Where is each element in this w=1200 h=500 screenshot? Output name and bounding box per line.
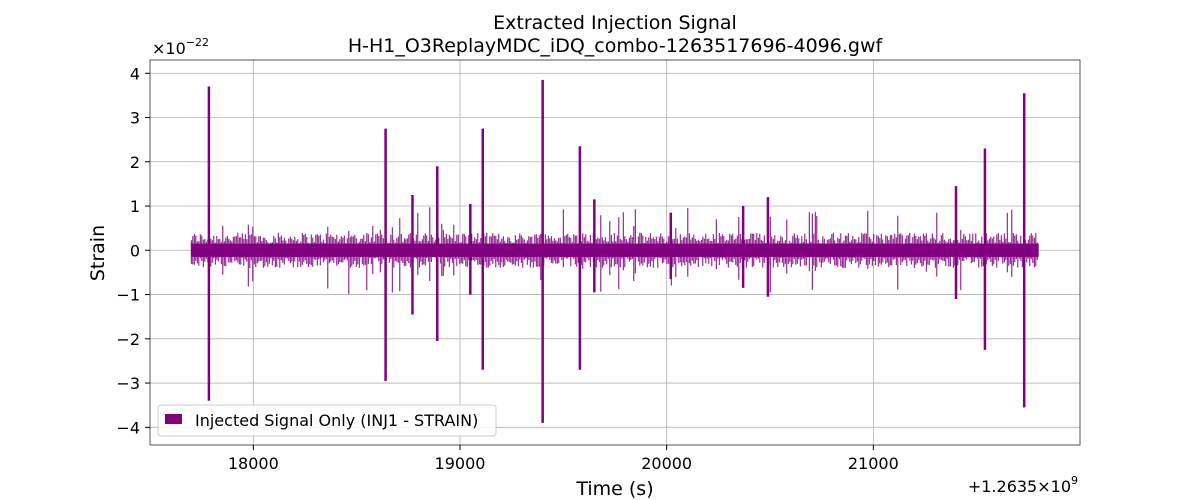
x-axis-ticks: 18000 19000 20000 21000	[228, 445, 899, 473]
noise-trace	[190, 207, 1038, 294]
x-offset-label: +1.2635×109	[968, 474, 1078, 496]
x-offset-exponent: 9	[1071, 474, 1078, 487]
legend-label: Injected Signal Only (INJ1 - STRAIN)	[195, 411, 478, 430]
x-axis-label: Time (s)	[575, 478, 653, 500]
y-scale-label: ×10−22	[152, 36, 209, 58]
x-tick-label: 19000	[435, 454, 486, 473]
y-tick-label: 0	[130, 241, 140, 260]
y-tick-label: −2	[116, 330, 140, 349]
signal-series	[190, 79, 1039, 423]
plot-border	[149, 59, 1081, 446]
y-tick-label: 3	[130, 109, 140, 128]
x-tick-label: 18000	[228, 454, 279, 473]
y-tick-label: −4	[116, 418, 140, 437]
legend-swatch	[165, 414, 182, 424]
chart-title: Extracted Injection Signal	[493, 12, 737, 34]
x-tick-label: 21000	[848, 454, 899, 473]
chart-subtitle: H-H1_O3ReplayMDC_iDQ_combo-1263517696-40…	[348, 35, 884, 57]
legend: Injected Signal Only (INJ1 - STRAIN)	[157, 404, 497, 437]
y-tick-label: −1	[116, 286, 140, 305]
y-tick-label: 1	[130, 197, 140, 216]
x-tick-label: 20000	[641, 454, 692, 473]
legend-box	[157, 404, 497, 437]
y-scale-base: ×10	[152, 39, 186, 58]
y-axis-ticks: −4 −3 −2 −1 0 1 2 3 4	[116, 64, 150, 437]
y-scale-exponent: −22	[186, 36, 209, 49]
y-tick-label: −3	[116, 374, 140, 393]
y-axis-label: Strain	[87, 225, 109, 281]
plot-area	[149, 59, 1081, 446]
y-tick-label: 4	[130, 64, 140, 83]
y-tick-label: 2	[130, 153, 140, 172]
x-offset-base: +1.2635×10	[968, 477, 1071, 496]
